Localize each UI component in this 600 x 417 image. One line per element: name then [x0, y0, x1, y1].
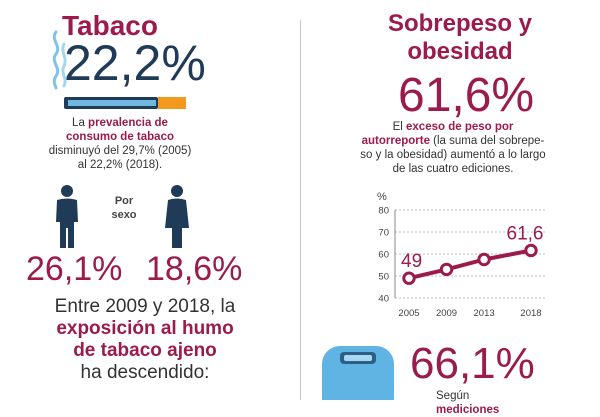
man-icon	[56, 185, 78, 248]
obesidad-percent-2: 66,1%	[410, 339, 535, 388]
excess-weight-chart: % 80 70 60 50 40 2005 2009 2013 2018 49 61,6	[377, 191, 545, 319]
x-tick-label: 2009	[436, 308, 457, 319]
x-tick-label: 2005	[398, 308, 419, 319]
obesidad-bottom-text: Según mediciones	[436, 390, 500, 416]
scale-icon	[322, 346, 394, 400]
tabaco-description: La prevalencia de consumo de tabaco dism…	[48, 117, 192, 171]
x-tick-label: 2013	[474, 308, 495, 319]
section-divider	[300, 20, 301, 400]
woman-icon	[165, 185, 189, 248]
data-point	[439, 262, 454, 277]
female-percent: 18,6%	[146, 250, 243, 288]
y-tick-label: 50	[378, 272, 389, 283]
tabaco-percent: 22,2%	[64, 35, 206, 91]
data-label-last: 61,6	[507, 223, 544, 244]
series-line	[408, 248, 532, 281]
y-tick-label: 70	[378, 228, 389, 239]
data-point	[524, 243, 538, 258]
male-percent: 26,1%	[26, 250, 123, 288]
obesidad-description: El exceso de peso por autorreporte (la s…	[360, 121, 546, 175]
tabaco-title: Tabaco	[62, 10, 158, 41]
cigarette-icon	[64, 97, 186, 109]
obesidad-percent: 61,6%	[398, 69, 535, 122]
steam-icon	[52, 30, 67, 90]
y-tick-label: 60	[378, 250, 389, 261]
y-tick-label: 40	[378, 294, 389, 305]
exposure-text: Entre 2009 y 2018, la exposición al humo…	[54, 296, 236, 383]
y-tick-label: 80	[378, 206, 389, 217]
x-tick-label: 2018	[520, 308, 541, 319]
sex-label: Por sexo	[111, 195, 137, 221]
data-label-first: 49	[401, 251, 422, 272]
y-axis-label: %	[377, 191, 387, 203]
obesidad-title: Sobrepeso y obesidad	[387, 10, 533, 65]
data-point	[477, 252, 491, 267]
data-point	[402, 271, 416, 285]
